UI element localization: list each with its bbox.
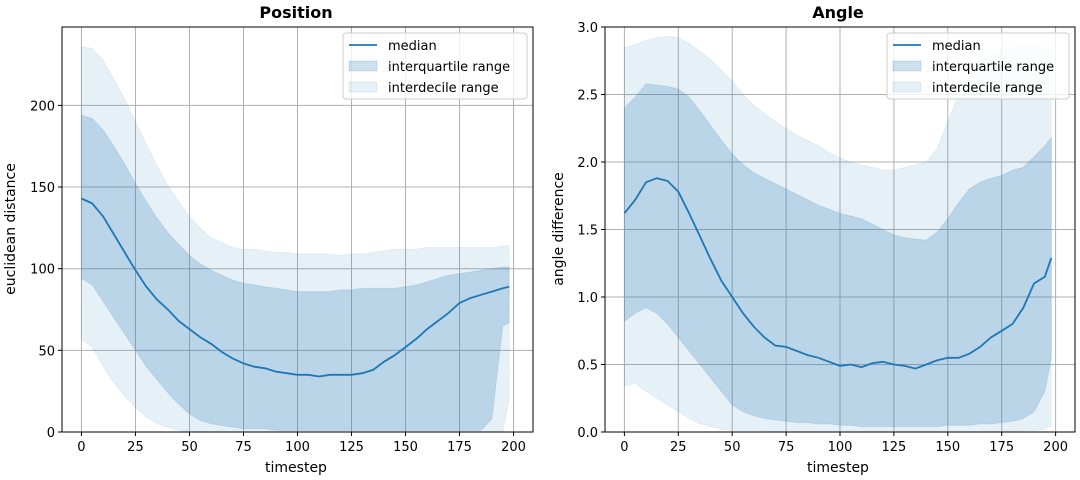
legend-label: median (388, 39, 437, 54)
median-line (81, 197, 510, 378)
y-tick-label: 200 (30, 99, 55, 114)
y-tick-label: 0.5 (577, 359, 598, 374)
y-tick-label: 0 (47, 426, 55, 441)
y-axis-label: angle difference (551, 172, 567, 286)
legend-label: interquartile range (932, 60, 1054, 75)
legend-interdecile-swatch (892, 81, 922, 93)
y-tick-label: 2.5 (577, 89, 598, 104)
x-tick-label: 150 (393, 440, 418, 455)
ticks: 0 25 50 75 100 125 150 175 200 0 50 100 150 200 (30, 99, 526, 455)
legend-label: median (932, 39, 981, 54)
x-tick-label: 50 (181, 440, 198, 455)
y-tick-label: 150 (30, 181, 55, 196)
x-tick-label: 125 (881, 440, 906, 455)
legend-interdecile-swatch (348, 81, 378, 93)
legend-box (886, 32, 1070, 100)
position-chart: Position 0 25 50 75 100 125 150 175 200 0 50 100 150… (3, 3, 534, 476)
legend-box (342, 32, 528, 100)
x-tick-label: 100 (828, 440, 853, 455)
y-tick-label: 0.0 (577, 426, 598, 441)
x-tick-label: 175 (989, 440, 1014, 455)
x-tick-label: 75 (778, 440, 795, 455)
x-tick-label: 200 (1043, 440, 1068, 455)
y-tick-label: 1.5 (577, 224, 598, 239)
chart-title: Angle (812, 3, 864, 22)
y-axis-label: euclidean distance (3, 163, 19, 295)
ticks: 0 25 50 75 100 125 150 175 200 0.0 0.5 1.0 1.5 2.0 2.5… (577, 21, 1068, 455)
angle-chart: Angle 0 25 50 75 100 125 150 175 200 0.0 0.5 1.0 1.5… (551, 3, 1076, 476)
x-tick-label: 125 (339, 440, 364, 455)
median-line-layer (81, 197, 510, 378)
legend-label: interquartile range (388, 60, 510, 75)
median-line-layer (623, 177, 1053, 370)
legend-interquartile-swatch (892, 60, 922, 72)
bands (623, 35, 1052, 433)
chart-title: Position (259, 3, 332, 22)
x-tick-label: 100 (285, 440, 310, 455)
interquartile-band (80, 114, 510, 431)
y-tick-label: 2.0 (577, 156, 598, 171)
x-tick-label: 25 (127, 440, 144, 455)
interdecile-band (623, 35, 1052, 433)
y-tick-label: 1.0 (577, 291, 598, 306)
y-tick-label: 3.0 (577, 21, 598, 36)
x-tick-label: 0 (77, 440, 85, 455)
legend: median interquartile range interdecile ran… (342, 32, 528, 100)
legend-label: interdecile range (932, 81, 1043, 96)
y-tick-label: 100 (30, 263, 55, 278)
x-tick-label: 75 (235, 440, 252, 455)
x-tick-label: 0 (620, 440, 628, 455)
x-tick-label: 150 (935, 440, 960, 455)
x-tick-label: 25 (670, 440, 687, 455)
legend-interquartile-swatch (348, 60, 378, 72)
x-axis-label: timestep (807, 460, 869, 476)
legend-label: interdecile range (388, 81, 499, 96)
x-tick-label: 50 (724, 440, 741, 455)
x-tick-label: 175 (447, 440, 472, 455)
y-tick-label: 50 (38, 344, 55, 359)
median-line (623, 177, 1053, 370)
x-axis-label: timestep (265, 460, 327, 476)
x-tick-label: 200 (501, 440, 526, 455)
interquartile-band (623, 83, 1052, 428)
legend: median interquartile range interdecile ran… (886, 32, 1070, 100)
